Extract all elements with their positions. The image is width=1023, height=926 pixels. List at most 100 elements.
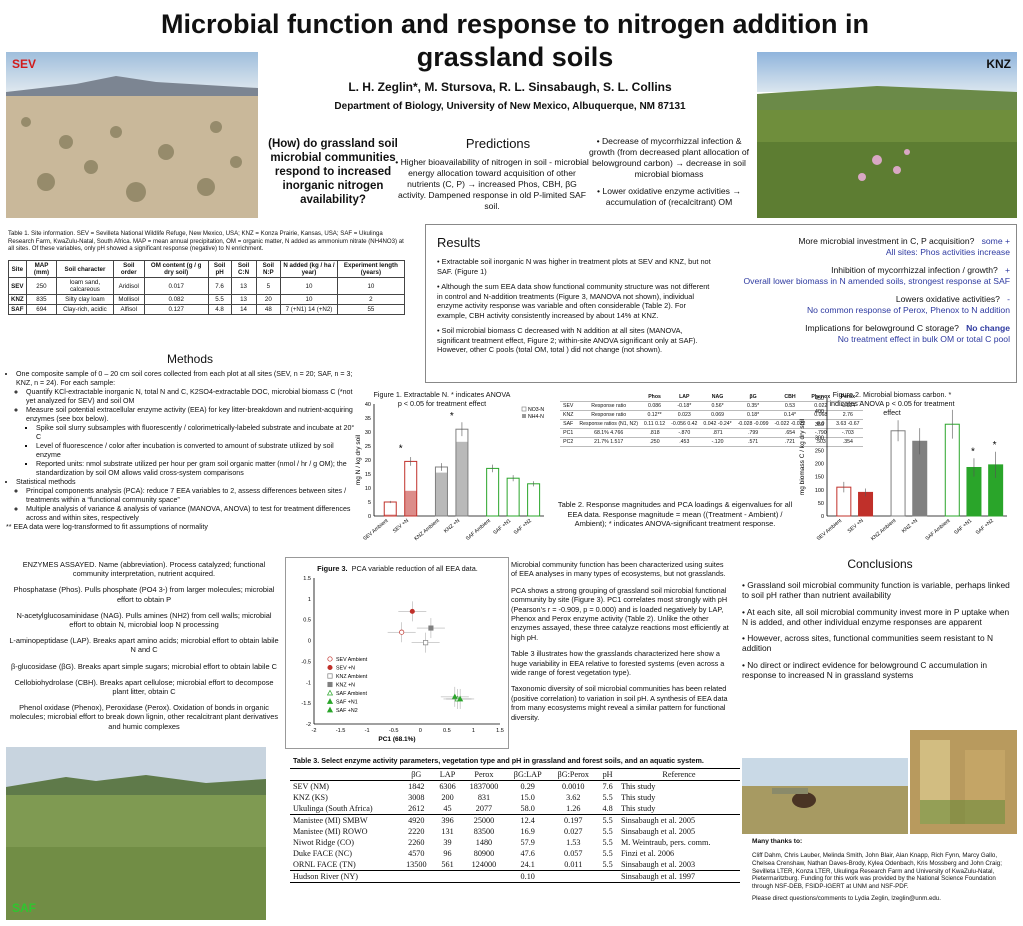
table3-row: KNZ (KS) 3008 200 831 15.0 3.62 5.5 This study xyxy=(290,792,740,803)
table2-header: LAP xyxy=(668,393,701,402)
implication-2: Inhibition of mycorrhizzal infection / g… xyxy=(743,265,1010,286)
fig3-y-tick: 0.5 xyxy=(303,618,311,624)
fig2-y-tick: 150 xyxy=(815,475,824,481)
fig3-legend-marker xyxy=(326,689,334,696)
fig1-bar-nh4 xyxy=(455,441,468,516)
fig1-category-label: SAF Ambient xyxy=(465,518,492,542)
fig1-legend-swatch xyxy=(522,414,526,418)
table3-cell: 80900 xyxy=(473,849,495,858)
fig3-x-tick: 1 xyxy=(472,728,475,734)
table2-cell: Response ratios (N1, N2) xyxy=(576,419,641,429)
table3-cell: 39 xyxy=(443,838,452,847)
table2-header: βG xyxy=(734,393,772,402)
table1-cell: 5.5 xyxy=(207,294,232,305)
fig3-x-tick: -1 xyxy=(365,728,370,734)
table2-cell: -0.028 -0.099 xyxy=(734,419,772,429)
table1-caption: Table 1. Site information. SEV = Seville… xyxy=(8,230,404,253)
fig3-x-tick: 1.5 xyxy=(496,728,504,734)
table2-cell: 0.068 xyxy=(808,410,834,420)
table2-cell: .721 xyxy=(771,437,809,447)
prediction-2: • Decrease of mycorrhizzal infection & g… xyxy=(588,136,750,179)
fig3-box xyxy=(285,557,509,749)
fig1-bar-nh4 xyxy=(435,472,448,516)
table3-cell: 0.10 xyxy=(520,872,535,881)
table1-cell: 5 xyxy=(255,277,282,295)
conclusions-heading: Conclusions xyxy=(847,557,913,571)
fig1-significance: * xyxy=(450,411,454,422)
table3-cell: 831 xyxy=(477,793,491,802)
table2-cell: SEV xyxy=(560,401,577,411)
table3-cell: 25000 xyxy=(473,816,495,825)
table3-cell xyxy=(399,871,433,883)
conclusions-text: • Grassland soil microbial community fun… xyxy=(742,580,1012,686)
table3-cell: Sinsabaugh et al. 2005 xyxy=(620,816,696,825)
fig1-y-tick: 30 xyxy=(365,430,371,436)
sev-photo-label: SEV xyxy=(12,57,37,71)
table1-cell: 2 xyxy=(336,294,406,305)
table1-cell: 10 xyxy=(280,294,338,305)
table1-cell: 48 xyxy=(255,304,282,315)
table1-cell: 0.082 xyxy=(143,294,209,305)
fig2-caption: Figure 2. Microbial biomass carbon. * in… xyxy=(829,390,955,417)
methods-note: ** EEA data were log-transformed to fit … xyxy=(6,523,208,531)
fig1-bar-nh4 xyxy=(384,514,397,516)
table3-cell: KNZ (KS) xyxy=(293,793,328,802)
fig3-y-tick: 0 xyxy=(308,639,311,645)
fig2-y-label: mg biomass C / kg dry soil xyxy=(799,418,806,495)
fig3-caption: Figure 3. PCA variable reduction of all … xyxy=(317,564,478,573)
table3-cell: 4.8 xyxy=(602,804,613,813)
table2-row: SEV Response ratio 0.086 -0.18* 0.56* 0.35* 0.… xyxy=(560,401,863,411)
table1-cell: 7.6 xyxy=(207,277,232,295)
table3-cell: 0.29 xyxy=(520,782,535,791)
enzymes-e6: Cellobiohydrolase (CBH). Breaks apart ce… xyxy=(14,677,274,697)
fig3-discussion: Microbial community function has been ch… xyxy=(511,560,731,729)
table1-header: Soil order xyxy=(112,260,145,278)
table2-header: Phos xyxy=(640,393,669,402)
table3-cell: 3008 xyxy=(408,793,425,802)
table1-cell: 694 xyxy=(25,304,58,315)
table3-cell: Ukulinga (South Africa) xyxy=(293,804,373,813)
table3-cell: 13500 xyxy=(406,860,427,869)
table1-cell: 835 xyxy=(25,294,58,305)
table3-cell: ORNL FACE (TN) xyxy=(293,860,356,869)
authors: L. H. Zeglin*, M. Stursova, R. L. Sinsab… xyxy=(348,80,672,94)
table2-row: PC2 21.7% 1.517.250.453 -.120.571.721.503.… xyxy=(560,437,863,447)
table2-cell: -.703 xyxy=(833,428,863,438)
table3-cell: Manistee (MI) ROWO xyxy=(293,827,368,836)
table1-row: SEV 250 loam sand, calcareous Aridisol 0.017… xyxy=(8,277,406,295)
table2-cell: .871 xyxy=(700,428,735,438)
table3: βG LAP Perox βG:LAP βG:Perox pH Reference SEV … xyxy=(290,768,740,883)
table3-cell: 5.5 xyxy=(602,793,613,802)
table3-cell: Manistee (MI) SMBW xyxy=(293,816,368,825)
table3-cell: 0.027 xyxy=(564,827,583,836)
table3-row: Duke FACE (NC) 4570 96 80900 47.6 0.057 5.5 Fin… xyxy=(290,848,740,859)
table2-cell: 68.1% 4.766 xyxy=(576,428,641,438)
table1-cell: KNZ xyxy=(8,294,27,305)
fig3-x-label: PC1 (68.1%) xyxy=(378,736,415,743)
fig2-y-tick: 450 xyxy=(815,396,824,402)
saf-photo: SAF xyxy=(6,747,266,920)
prediction-3: • Lower oxidative enzyme activities → ac… xyxy=(597,186,741,207)
fig1-bar-total xyxy=(383,501,397,517)
table3-cell: 45 xyxy=(443,804,452,813)
prediction-1: • Higher bioavailability of nitrogen in … xyxy=(395,157,589,211)
implication-1: More microbial investment in C, P acquis… xyxy=(798,236,1010,257)
enzymes-e7: Phenol oxidase (Phenox), Peroxidase (Per… xyxy=(9,703,279,731)
methods-b1b: Measure soil potential extracellular enz… xyxy=(26,406,356,478)
table1-cell: Alfisol xyxy=(112,304,145,315)
table3-cell: 396 xyxy=(441,816,454,825)
fig1-bar-total xyxy=(486,467,500,517)
table2-cell: -0.022 -0.022 xyxy=(771,419,809,429)
table3-row: Hudson River (NY) 0.10 Sinsabaugh et al. 1… xyxy=(290,871,740,883)
implication-4: Implications for belowground C storage? … xyxy=(805,323,1010,344)
fig1-y-tick: 35 xyxy=(365,416,371,422)
table3-cell: 5.5 xyxy=(602,838,613,847)
table1-cell: Aridisol xyxy=(112,277,145,295)
fig1-category-label: SEV +N xyxy=(392,518,410,535)
table3-cell xyxy=(597,871,618,883)
table1-cell: Clay-rich, acidic xyxy=(56,304,114,315)
table2-cell: -0.056 0.42 xyxy=(668,419,701,429)
table3-cell: 2260 xyxy=(408,838,425,847)
table3-cell: 16.9 xyxy=(520,827,535,836)
fig1-y-tick: 5 xyxy=(368,500,371,506)
